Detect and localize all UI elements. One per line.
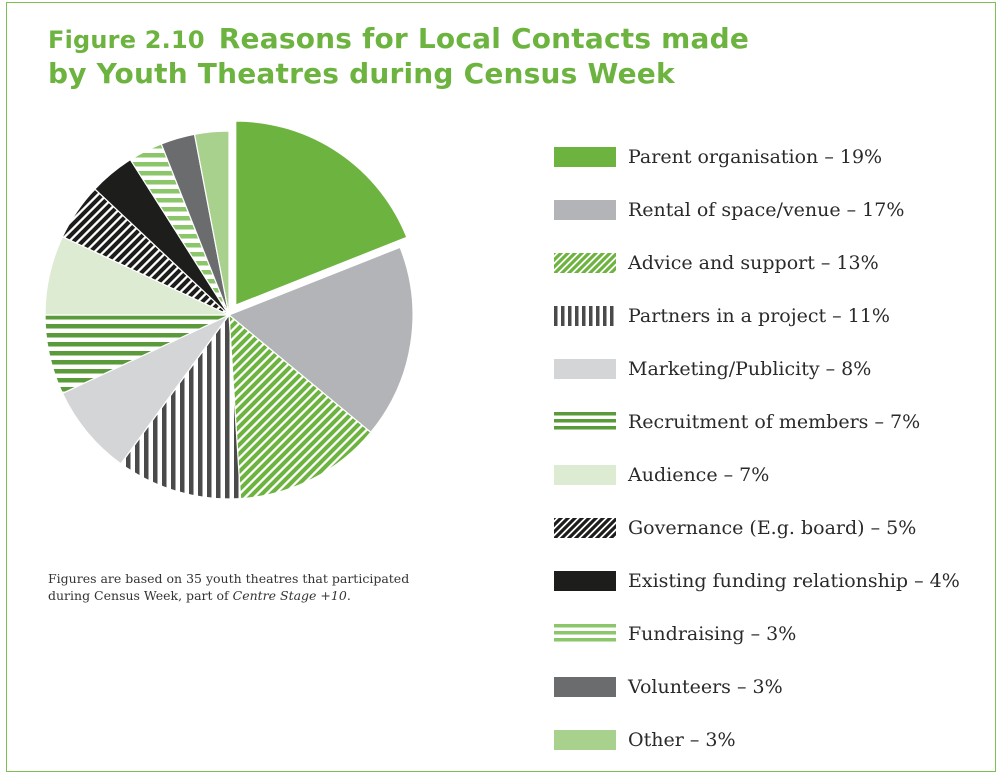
legend-label: Governance (E.g. board) – 5% xyxy=(628,517,917,539)
legend-swatch xyxy=(554,412,616,432)
legend-label: Existing funding relationship – 4% xyxy=(628,570,960,592)
legend-swatch xyxy=(554,147,616,167)
legend-item: Audience – 7% xyxy=(554,460,769,490)
legend-label: Marketing/Publicity – 8% xyxy=(628,358,872,380)
legend-label: Fundraising – 3% xyxy=(628,623,797,645)
legend-item: Fundraising – 3% xyxy=(554,619,796,649)
legend-item: Volunteers – 3% xyxy=(554,672,783,702)
legend-swatch xyxy=(554,200,616,220)
pie-slice-1 xyxy=(235,120,408,306)
legend-item: Governance (E.g. board) – 5% xyxy=(554,513,916,543)
legend-swatch xyxy=(554,465,616,485)
figure-title-line2: by Youth Theatres during Census Week xyxy=(48,57,675,90)
legend-label: Other – 3% xyxy=(628,729,736,751)
legend-swatch xyxy=(554,624,616,644)
legend-swatch xyxy=(554,306,616,326)
footnote-line2-italic: Centre Stage +10 xyxy=(232,588,347,603)
pie-slice-12 xyxy=(193,130,230,316)
pie-slice-4 xyxy=(120,313,242,500)
figure-title: Figure 2.10 Reasons for Local Contacts ma… xyxy=(48,22,749,90)
legend-label: Audience – 7% xyxy=(628,464,770,486)
legend-label: Parent organisation – 19% xyxy=(628,146,883,168)
legend-item: Partners in a project – 11% xyxy=(554,301,890,331)
footnote: Figures are based on 35 youth theatres t… xyxy=(48,570,468,604)
legend-label: Advice and support – 13% xyxy=(628,252,879,274)
legend-swatch xyxy=(554,253,616,273)
legend-item: Other – 3% xyxy=(554,725,736,755)
legend-item: Marketing/Publicity – 8% xyxy=(554,354,871,384)
pie-slice-2 xyxy=(227,246,414,434)
legend-label: Partners in a project – 11% xyxy=(628,305,890,327)
legend-label: Recruitment of members – 7% xyxy=(628,411,921,433)
legend-label: Volunteers – 3% xyxy=(628,676,783,698)
legend-item: Parent organisation – 19% xyxy=(554,142,882,172)
figure-title-line1: Reasons for Local Contacts made xyxy=(218,22,750,55)
figure-frame xyxy=(6,2,996,772)
legend-item: Advice and support – 13% xyxy=(554,248,879,278)
footnote-line2-suffix: . xyxy=(346,588,351,603)
legend-swatch xyxy=(554,730,616,750)
footnote-line1: Figures are based on 35 youth theatres t… xyxy=(48,571,410,586)
pie-slice-5 xyxy=(61,314,230,465)
legend-item: Recruitment of members – 7% xyxy=(554,407,920,437)
legend-swatch xyxy=(554,359,616,379)
legend-item: Existing funding relationship – 4% xyxy=(554,566,960,596)
figure-number: Figure 2.10 xyxy=(48,26,205,54)
legend-item: Rental of space/venue – 17% xyxy=(554,195,904,225)
footnote-line2-prefix: during Census Week, part of xyxy=(48,588,233,603)
legend-swatch xyxy=(554,677,616,697)
legend-swatch xyxy=(554,571,616,591)
pie-slice-3 xyxy=(228,313,372,500)
legend-label: Rental of space/venue – 17% xyxy=(628,199,905,221)
legend-swatch xyxy=(554,518,616,538)
